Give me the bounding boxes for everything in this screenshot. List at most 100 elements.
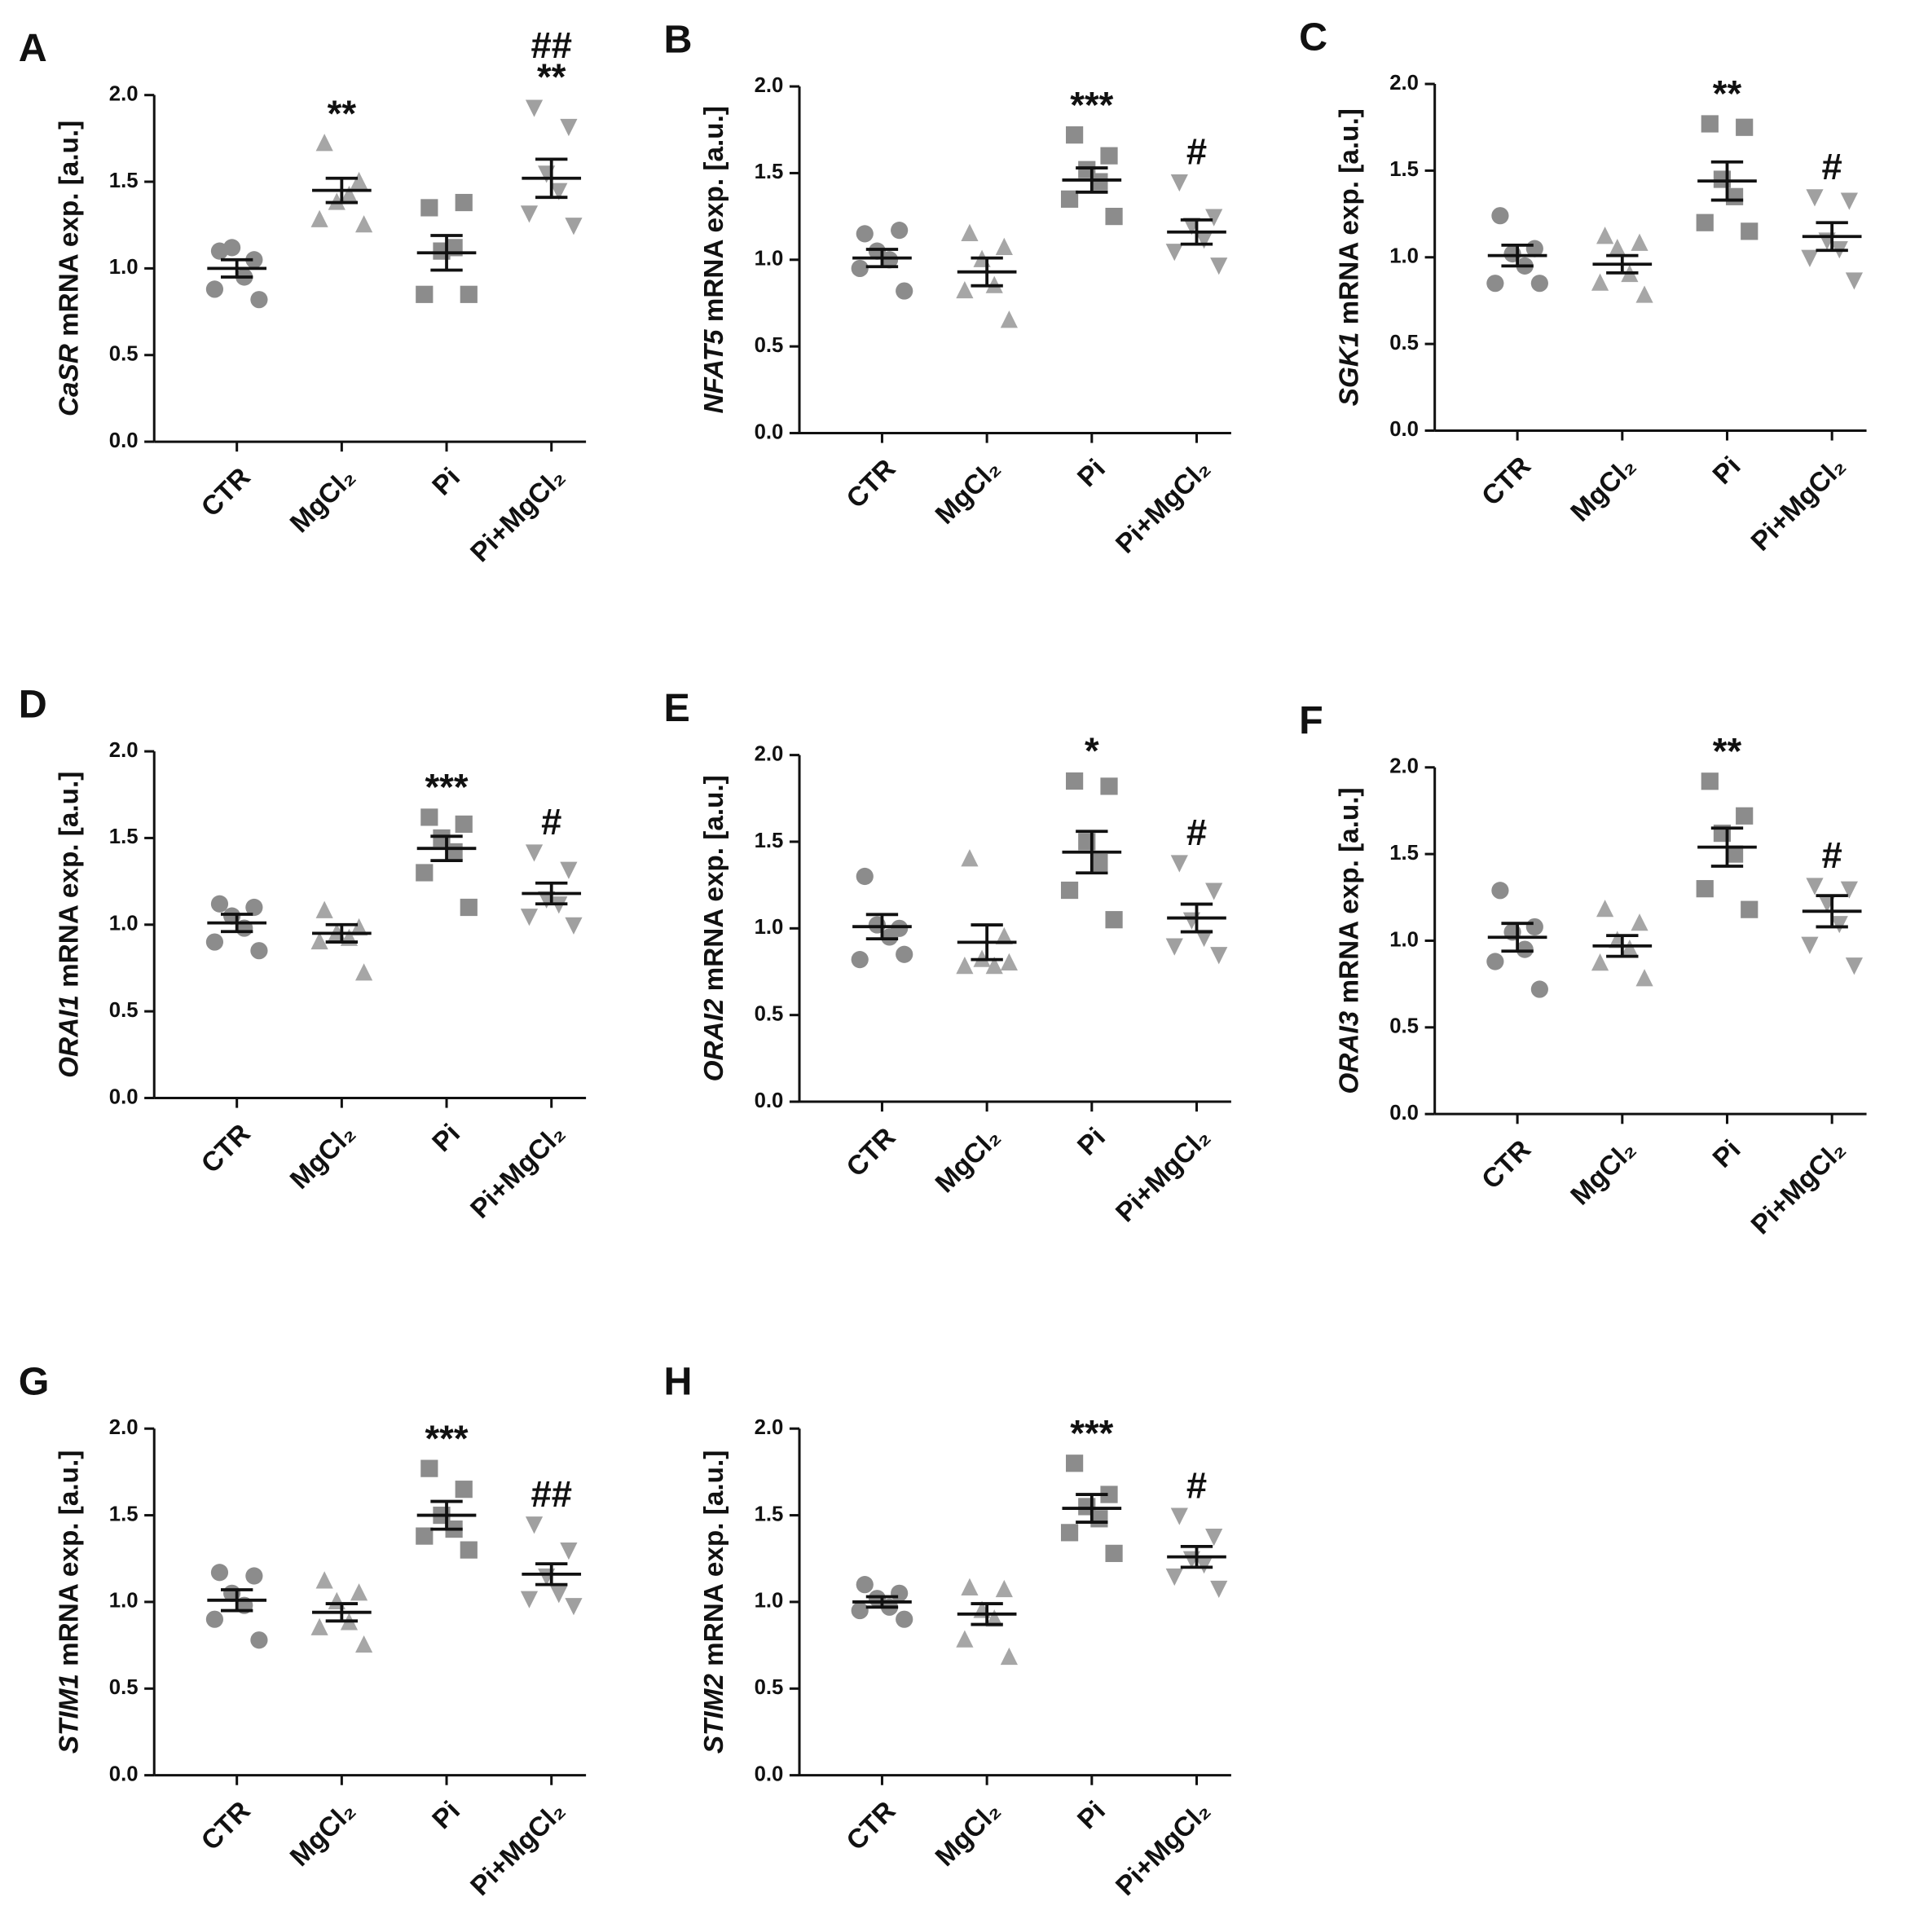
data-point — [460, 285, 478, 303]
y-tick-label: 0.5 — [755, 1676, 784, 1699]
error-bar — [430, 234, 463, 272]
gene-name: CaSR — [54, 344, 84, 416]
data-point — [565, 218, 583, 235]
data-point — [1090, 853, 1108, 872]
data-point — [245, 1567, 263, 1585]
data-point — [520, 1591, 539, 1609]
x-tick-label: Pi+MgCl₂ — [465, 1119, 571, 1225]
data-point — [350, 918, 368, 936]
data-point — [1741, 222, 1759, 240]
error-bar — [1606, 253, 1639, 275]
data-point — [961, 1578, 979, 1595]
data-point — [210, 895, 229, 913]
data-point — [416, 864, 434, 882]
data-point — [956, 957, 974, 975]
significance-label: *** — [425, 1418, 469, 1459]
x-tick-label: MgCl₂ — [284, 1796, 361, 1873]
data-point — [851, 951, 869, 969]
data-point — [995, 1579, 1013, 1598]
error-bar — [1816, 894, 1848, 929]
y-tick-label: 0.0 — [755, 420, 784, 443]
data-point — [1210, 257, 1228, 275]
data-point — [851, 259, 869, 278]
panel: C SGK1 mRNA exp. [a.u.] 0.0 0.5 1.0 1.5 2.0 CTR… — [1299, 15, 1867, 557]
significance-label: *** — [425, 767, 469, 808]
data-point — [245, 251, 263, 269]
data-point — [210, 1564, 229, 1582]
data-point — [961, 849, 979, 867]
error-bar — [325, 176, 359, 205]
y-tick-label: 0.0 — [109, 1085, 139, 1108]
y-tick-label: 0.0 — [1389, 1102, 1419, 1124]
y-tick-label: 0.5 — [109, 999, 139, 1022]
unit: mRNA exp. [a.u.] — [1335, 108, 1365, 332]
error-bar — [1180, 902, 1213, 934]
data-point — [340, 185, 359, 204]
panel-letter: C — [1299, 15, 1327, 59]
data-point — [455, 1481, 473, 1499]
data-point — [1845, 957, 1864, 975]
y-tick-label: 1.5 — [755, 830, 784, 852]
data-point — [995, 237, 1013, 255]
y-axis-label: STIM2 mRNA exp. [a.u.] — [699, 1450, 729, 1754]
data-point — [565, 1598, 583, 1616]
data-point — [985, 957, 1003, 975]
data-point — [1000, 953, 1018, 970]
data-point — [896, 282, 913, 300]
y-axis-label: ORAI2 mRNA exp. [a.u.] — [699, 775, 729, 1081]
data-point — [310, 209, 328, 227]
y-tick-label: 1.5 — [109, 1503, 139, 1525]
significance-label: ** — [537, 56, 566, 98]
y-axis-label: SGK1 mRNA exp. [a.u.] — [1335, 108, 1365, 406]
gene-name: STIM1 — [54, 1674, 84, 1754]
data-point — [1701, 115, 1719, 133]
x-tick-label: CTR — [196, 1119, 257, 1180]
error-bar — [535, 157, 568, 200]
data-point — [1530, 980, 1548, 998]
data-point — [315, 900, 333, 918]
y-tick-label: 1.0 — [109, 1590, 139, 1613]
data-point — [455, 193, 473, 212]
data-point — [1696, 213, 1714, 231]
y-tick-label: 0.5 — [1389, 332, 1419, 354]
data-point — [880, 251, 899, 269]
data-point — [1100, 147, 1118, 165]
data-point — [1631, 233, 1648, 251]
y-axis-label: ORAI3 mRNA exp. [a.u.] — [1335, 787, 1365, 1094]
data-point — [1205, 209, 1223, 227]
error-bar — [971, 1602, 1003, 1626]
y-tick-label: 0.0 — [109, 1763, 139, 1785]
data-point — [1100, 777, 1118, 795]
data-point — [851, 1601, 869, 1620]
y-tick-label: 1.0 — [755, 248, 784, 271]
y-tick-label: 2.0 — [755, 74, 784, 97]
y-tick-label: 0.5 — [1389, 1015, 1419, 1038]
data-point — [1801, 249, 1819, 267]
panel: F ORAI3 mRNA exp. [a.u.] 0.0 0.5 1.0 1.5 2.0 CT… — [1299, 698, 1867, 1240]
x-tick-label: MgCl₂ — [1565, 1134, 1642, 1211]
gene-name: ORAI2 — [699, 998, 729, 1081]
data-point — [1635, 285, 1653, 303]
data-point — [420, 808, 438, 826]
data-point — [1205, 882, 1223, 900]
x-tick-label: Pi+MgCl₂ — [1110, 1796, 1216, 1902]
data-point — [310, 1617, 328, 1635]
y-tick-label: 0.0 — [755, 1763, 784, 1785]
data-point — [560, 118, 578, 137]
significance-label: # — [1186, 131, 1207, 173]
y-tick-label: 1.0 — [109, 256, 139, 279]
data-point — [350, 171, 368, 190]
y-axis-label: CaSR mRNA exp. [a.u.] — [54, 121, 84, 416]
error-bar — [1076, 830, 1108, 875]
x-tick-label: CTR — [1477, 1134, 1538, 1195]
unit: mRNA exp. [a.u.] — [54, 772, 84, 995]
error-bar — [1501, 243, 1534, 268]
x-tick-label: Pi+MgCl₂ — [1110, 454, 1216, 560]
data-point — [896, 1610, 913, 1628]
data-point — [565, 917, 583, 935]
x-tick-label: CTR — [841, 1122, 902, 1183]
data-point — [1635, 969, 1653, 987]
data-point — [355, 1635, 373, 1653]
